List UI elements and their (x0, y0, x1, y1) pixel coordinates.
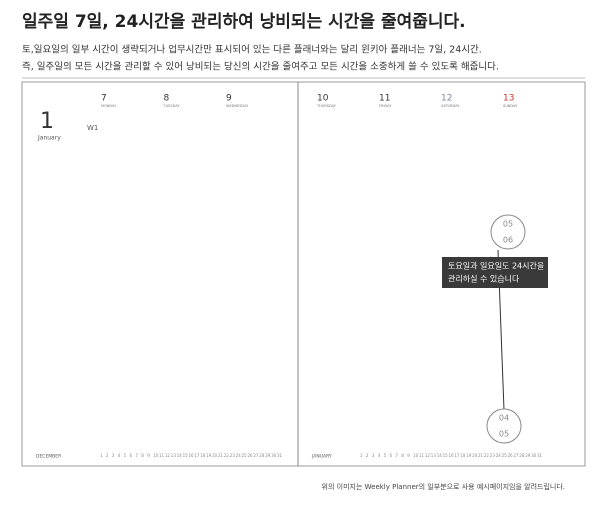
mini-calendar-day: 6 (130, 453, 133, 458)
day-number: 12 (441, 94, 452, 104)
mini-calendar-day: 5 (124, 453, 127, 458)
day-name: MONDAY (101, 104, 117, 108)
mini-calendar-day: 19 (206, 453, 212, 458)
day-number: 8 (164, 94, 170, 104)
day-number: 9 (226, 94, 232, 104)
mini-calendar-day: 17 (454, 453, 460, 458)
callout: 05 06 토요일과 일요일도 24시간을 관리하실 수 있습니다 04 05 (442, 214, 548, 444)
mini-calendar-day: 1 (100, 453, 103, 458)
mini-calendar-day: 7 (395, 453, 398, 458)
mini-calendar-day: 15 (183, 453, 189, 458)
mini-calendar-day: 10 (153, 453, 159, 458)
mini-calendar-day: 31 (277, 453, 283, 458)
callout-text: 관리하실 수 있습니다 (448, 274, 520, 284)
mini-calendar-day: 1 (360, 453, 363, 458)
mini-calendar-day: 4 (118, 453, 121, 458)
mini-calendar-day: 19 (466, 453, 472, 458)
mini-calendar-day: 11 (419, 453, 425, 458)
day-name: FRIDAY (379, 104, 392, 108)
mini-calendar-day: 16 (449, 453, 455, 458)
mini-calendar-day: 12 (165, 453, 171, 458)
mini-calendar-day: 24 (496, 453, 502, 458)
description-line: 토,일요일의 일부 시간이 생략되거나 업무시간만 표시되어 있는 다른 플래너… (22, 44, 482, 56)
mini-calendar-day: 23 (490, 453, 496, 458)
day-number: 7 (101, 94, 107, 104)
mini-calendar-day: 18 (460, 453, 466, 458)
mini-calendar-day: 4 (378, 453, 381, 458)
mini-calendar-day: 26 (508, 453, 514, 458)
week-label: W1 (87, 124, 98, 132)
mini-calendar-day: 20 (212, 453, 218, 458)
day-name: THURSDAY (316, 104, 337, 108)
mini-calendar-day: 14 (437, 453, 443, 458)
mini-calendar-day: 14 (177, 453, 183, 458)
mini-calendar-day: 27 (253, 453, 259, 458)
mini-calendar-day: 30 (531, 453, 537, 458)
mini-calendar-day: 27 (513, 453, 519, 458)
callout-box (442, 257, 548, 288)
day-name: SATURDAY (441, 104, 460, 108)
mini-calendar-day: 26 (248, 453, 254, 458)
mini-calendar-day: 5 (384, 453, 387, 458)
mini-calendar-day: 10 (413, 453, 419, 458)
footer-month: JANUARY (311, 454, 332, 460)
mini-calendar-day: 8 (141, 453, 144, 458)
mini-calendar-day: 3 (112, 453, 115, 458)
mini-calendar-day: 21 (218, 453, 224, 458)
mini-calendar-day: 17 (194, 453, 200, 458)
month-name: January (37, 135, 61, 142)
mini-calendar-day: 21 (478, 453, 484, 458)
day-number: 13 (503, 94, 514, 104)
mini-calendar-day: 28 (519, 453, 525, 458)
mini-calendar-day: 25 (242, 453, 248, 458)
mini-calendar-day: 31 (537, 453, 543, 458)
month-number: 1 (40, 109, 54, 134)
hour: 06 (503, 236, 513, 245)
mini-calendar-day: 24 (236, 453, 242, 458)
mini-calendar-day: 13 (171, 453, 177, 458)
callout-text: 토요일과 일요일도 24시간을 (448, 261, 544, 271)
day-number: 11 (379, 94, 390, 104)
mini-calendar-day: 9 (147, 453, 150, 458)
day-name: SUNDAY (503, 104, 518, 108)
hour: 05 (499, 430, 509, 439)
mini-calendar-day: 3 (372, 453, 375, 458)
mini-calendar-day: 9 (407, 453, 410, 458)
mini-calendar-day: 29 (265, 453, 271, 458)
mini-calendar-day: 18 (200, 453, 206, 458)
mini-calendar-day: 28 (259, 453, 265, 458)
day-name: TUESDAY (163, 104, 181, 108)
title: 일주일 7일, 24시간을 관리하여 낭비되는 시간을 줄여줍니다. (22, 12, 466, 32)
mini-calendar-day: 7 (135, 453, 138, 458)
day-name: WEDNESDAY (226, 104, 249, 108)
mini-calendar-day: 6 (390, 453, 393, 458)
hour-circle (486, 408, 522, 444)
mini-calendar-day: 23 (230, 453, 236, 458)
mini-calendar-day: 8 (401, 453, 404, 458)
day-number: 10 (317, 94, 329, 104)
hour: 04 (499, 414, 509, 423)
description-line: 즉, 일주일의 모든 시간을 관리할 수 있어 낭비되는 당신의 시간을 줄여주… (22, 61, 499, 73)
mini-calendar-day: 20 (472, 453, 478, 458)
hour-circle (490, 214, 526, 250)
caption: 위의 이미지는 Weekly Planner의 일부분으로 사용 예시페이지임을… (322, 482, 565, 491)
mini-calendar-day: 2 (106, 453, 109, 458)
mini-calendar-day: 29 (525, 453, 531, 458)
hour: 05 (503, 220, 513, 229)
mini-calendar-day: 13 (431, 453, 437, 458)
mini-calendar-day: 30 (271, 453, 277, 458)
mini-calendar-day: 16 (189, 453, 195, 458)
mini-calendar-day: 2 (366, 453, 369, 458)
footer-month: DECEMBER (36, 454, 61, 460)
mini-calendar-day: 12 (425, 453, 431, 458)
mini-calendar-day: 22 (224, 453, 230, 458)
mini-calendar-day: 15 (443, 453, 449, 458)
mini-calendar-day: 22 (484, 453, 490, 458)
mini-calendar-day: 11 (159, 453, 165, 458)
mini-calendar-day: 25 (502, 453, 508, 458)
